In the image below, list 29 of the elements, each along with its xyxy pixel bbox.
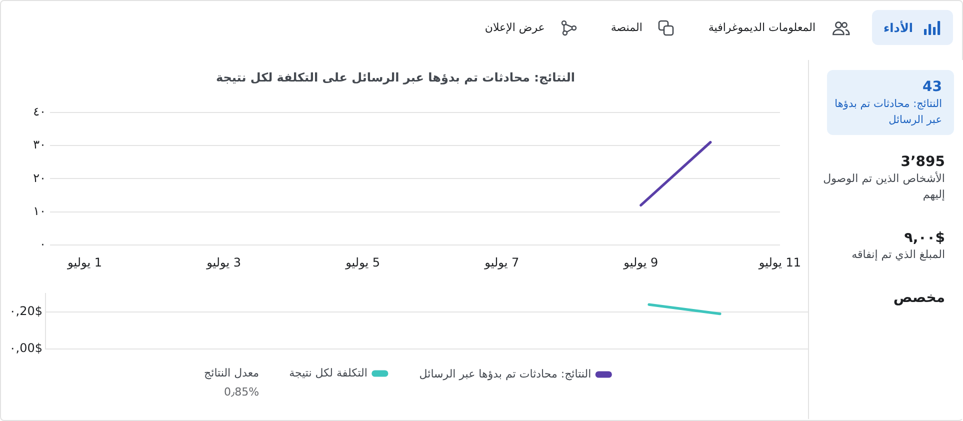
text: معدل النتائج: [204, 366, 260, 380]
y-tick-label: ٢٠: [33, 170, 46, 185]
text: ٩,٠٠$: [903, 229, 945, 247]
chart-title: النتائج: محادثات تم بدؤها عبر الرسائل على التكلفة لكل نتيجة: [216, 70, 576, 84]
text: المعلومات الديموغرافية: [708, 21, 816, 34]
y-tick-label: ٠,20$: [9, 304, 42, 318]
x-tick-label: 9 يوليو: [622, 255, 658, 270]
x-tick-label: 5 يوليو: [344, 255, 380, 270]
text: 43: [922, 78, 942, 96]
y-tick-label: ٠: [40, 237, 46, 252]
text: الأشخاص الذين تم الوصول إليهم: [822, 171, 945, 203]
text: الأداء: [884, 20, 913, 34]
text: عرض الإعلان: [484, 21, 545, 34]
y-tick-label: ٣٠: [33, 138, 46, 152]
text: النتائج: محادثات تم بدؤها عبر الرسائل: [834, 97, 942, 128]
y-tick-label: ٤٠: [33, 104, 46, 119]
x-tick-label: 1 يوليو: [66, 255, 102, 270]
text: المنصة: [610, 21, 642, 34]
x-tick-label: 3 يوليو: [206, 255, 242, 270]
x-tick-label: 11 يوليو: [758, 255, 802, 270]
y-tick-label: ٠,00$: [9, 341, 42, 356]
legend-label: النتائج: محادثات تم بدؤها عبر الرسائل: [419, 367, 592, 380]
text: المبلغ الذي تم إنفاقه: [850, 247, 945, 263]
text: مخصص: [892, 289, 945, 307]
x-tick-label: 7 يوليو: [484, 255, 520, 270]
text: 3٬895: [900, 153, 945, 171]
y-tick-label: ١٠: [33, 204, 46, 218]
legend-label: التكلفة لكل نتيجة: [289, 366, 368, 380]
text: 0٫85%: [224, 385, 260, 398]
